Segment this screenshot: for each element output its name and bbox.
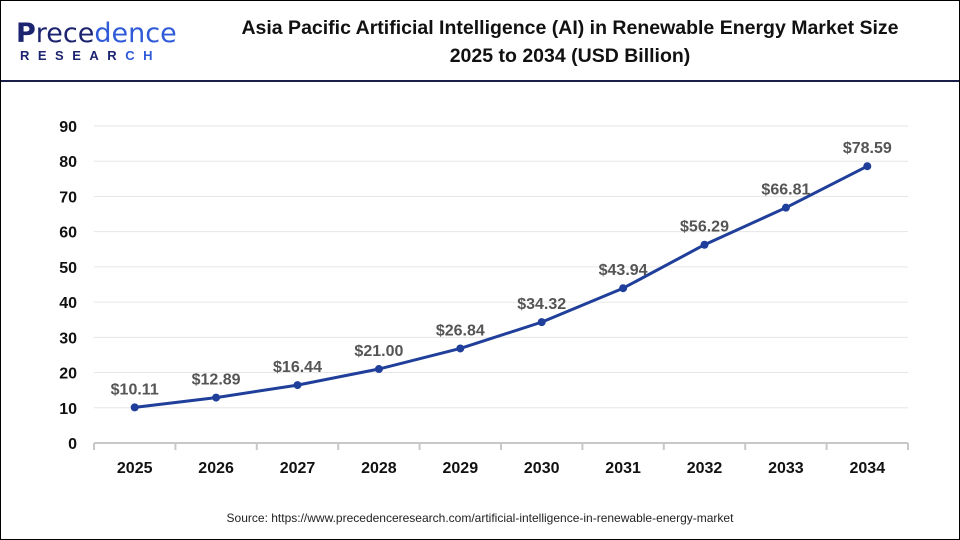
y-tick-label: 40 bbox=[59, 295, 77, 312]
x-tick-label: 2033 bbox=[768, 460, 804, 477]
data-point bbox=[374, 365, 383, 374]
data-point bbox=[130, 403, 139, 412]
data-label: $16.44 bbox=[273, 359, 322, 376]
data-point bbox=[781, 203, 790, 212]
data-point bbox=[700, 240, 709, 249]
data-point bbox=[537, 318, 546, 327]
data-label: $43.94 bbox=[599, 262, 648, 279]
x-tick-label: 2025 bbox=[117, 460, 153, 477]
data-label: $12.89 bbox=[192, 372, 241, 389]
x-tick-label: 2029 bbox=[443, 460, 479, 477]
x-tick-label: 2032 bbox=[687, 460, 723, 477]
data-label: $56.29 bbox=[680, 219, 729, 236]
x-tick-label: 2028 bbox=[361, 460, 397, 477]
y-tick-label: 10 bbox=[59, 401, 77, 418]
logo-subtitle: RESEARCH bbox=[20, 48, 161, 63]
logo: Precedence RESEARCH bbox=[16, 20, 177, 63]
x-tick-label: 2027 bbox=[280, 460, 316, 477]
data-point bbox=[619, 284, 628, 293]
y-tick-label: 20 bbox=[59, 366, 77, 383]
y-tick-label: 30 bbox=[59, 330, 77, 347]
data-label: $66.81 bbox=[761, 182, 810, 199]
series-line bbox=[134, 164, 868, 409]
data-point bbox=[456, 344, 465, 353]
data-point bbox=[293, 381, 302, 390]
title-line-1: Asia Pacific Artificial Intelligence (AI… bbox=[241, 17, 899, 39]
source-note: Source: https://www.precedenceresearch.c… bbox=[226, 511, 734, 525]
x-tick-label: 2031 bbox=[605, 460, 641, 477]
y-tick-label: 60 bbox=[59, 225, 77, 242]
x-tick-label: 2026 bbox=[198, 460, 234, 477]
data-label: $10.11 bbox=[111, 381, 159, 398]
data-point bbox=[863, 162, 872, 171]
header-divider bbox=[1, 80, 959, 82]
data-label: $21.00 bbox=[354, 343, 403, 360]
data-label: $78.59 bbox=[843, 140, 892, 157]
chart-title: Asia Pacific Artificial Intelligence (AI… bbox=[190, 14, 950, 70]
x-tick-label: 2030 bbox=[524, 460, 560, 477]
y-tick-label: 90 bbox=[59, 119, 77, 136]
data-label: $34.32 bbox=[517, 296, 566, 313]
title-line-2: 2025 to 2034 (USD Billion) bbox=[449, 45, 691, 67]
y-tick-label: 70 bbox=[59, 189, 77, 206]
logo-wordmark: Precedence bbox=[16, 18, 177, 49]
y-tick-label: 0 bbox=[68, 436, 77, 453]
data-label: $26.84 bbox=[436, 322, 485, 339]
x-tick-label: 2034 bbox=[850, 460, 886, 477]
y-tick-label: 80 bbox=[59, 154, 77, 171]
y-tick-label: 50 bbox=[59, 260, 77, 277]
data-point bbox=[212, 393, 221, 402]
